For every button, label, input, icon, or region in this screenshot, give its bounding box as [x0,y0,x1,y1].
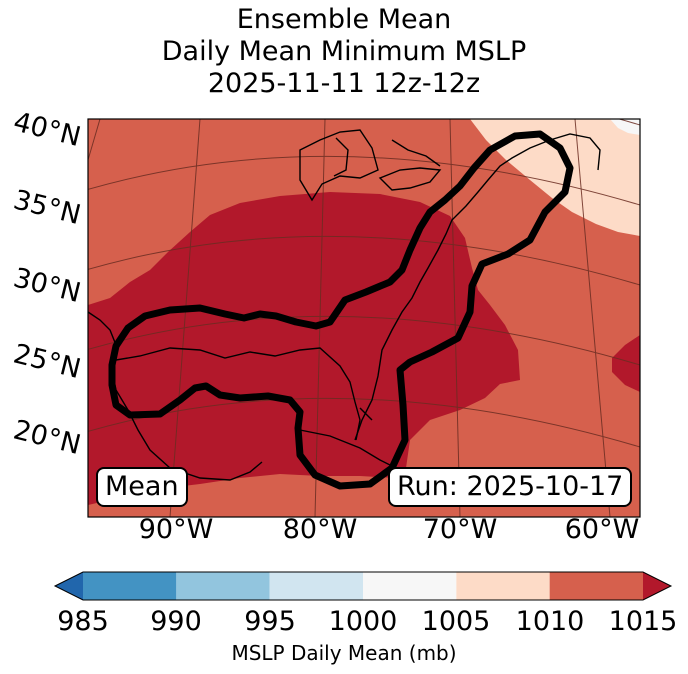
colorbar-tick-1015: 1015 [608,606,678,637]
colorbar-tick-985: 985 [57,606,109,637]
mean-box-label: Mean [96,467,188,507]
lon-label-80w: 80°W [282,514,358,545]
colorbar-tick-990: 990 [150,606,202,637]
chart-title: Ensemble Mean Daily Mean Minimum MSLP 20… [0,4,688,100]
title-line-2: Daily Mean Minimum MSLP [161,36,527,67]
title-line-3: 2025-11-11 12z-12z [207,68,481,99]
colorbar-tick-1000: 1000 [328,606,398,637]
title-line-1: Ensemble Mean [236,4,452,35]
map-field [88,119,640,517]
dark-region-east [612,335,640,392]
dark-region-core [88,192,520,505]
colorbar-tick-1005: 1005 [421,606,491,637]
lon-label-70w: 70°W [422,514,498,545]
lon-label-60w: 60°W [564,514,640,545]
lon-label-90w: 90°W [138,514,214,545]
run-date-box-label: Run: 2025-10-17 [388,467,633,507]
colorbar-tick-995: 995 [244,606,296,637]
map-frame [87,118,641,518]
colorbar-tick-1010: 1010 [515,606,585,637]
light-region-northeast [470,119,640,236]
coastlines [88,129,601,485]
graticule [88,119,640,517]
mean-contour [108,130,574,490]
colorbar-label: MSLP Daily Mean (mb) [231,641,457,665]
